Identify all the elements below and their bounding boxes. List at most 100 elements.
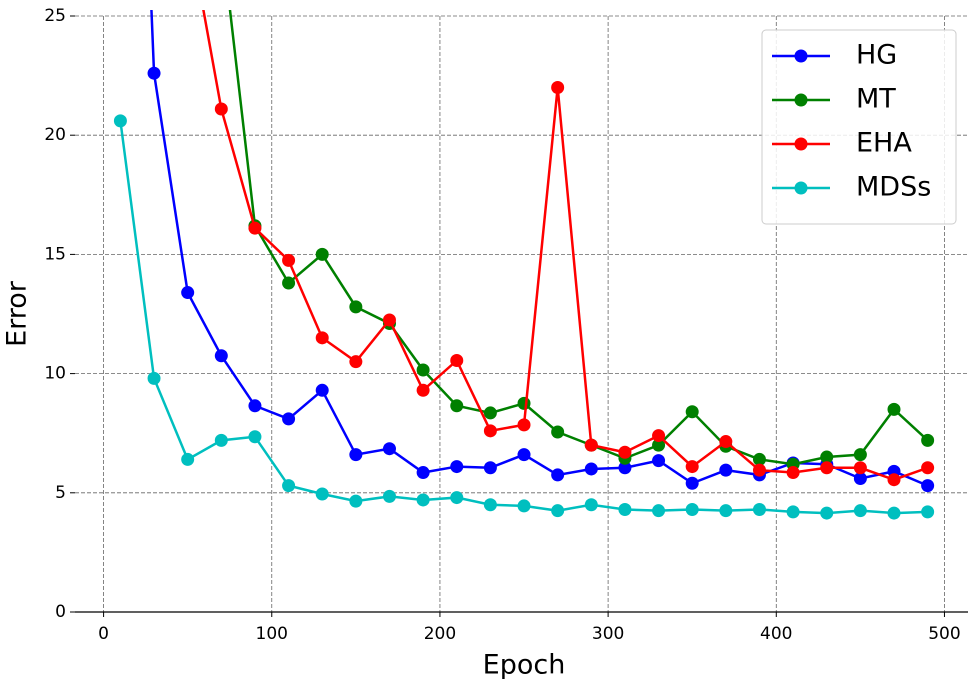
point [349, 494, 363, 508]
point [483, 406, 497, 420]
point [315, 487, 329, 501]
legend-marker [794, 181, 808, 195]
point [315, 383, 329, 397]
point [887, 473, 901, 487]
x-tick-label: 100 [256, 624, 288, 644]
point [584, 462, 598, 476]
point [517, 418, 531, 432]
point [282, 479, 296, 493]
point [652, 504, 666, 518]
point [551, 425, 565, 439]
point [248, 399, 262, 413]
legend-marker [794, 93, 808, 107]
point [921, 479, 935, 493]
legend-marker [794, 49, 808, 63]
x-tick-label: 0 [98, 624, 109, 644]
point [382, 442, 396, 456]
point [551, 504, 565, 518]
point [349, 300, 363, 314]
x-axis-label: Epoch [483, 650, 566, 681]
y-tick-label: 5 [55, 483, 66, 503]
point [416, 383, 430, 397]
point [786, 505, 800, 519]
point [248, 430, 262, 444]
point [752, 452, 766, 466]
point [349, 448, 363, 462]
point [517, 396, 531, 410]
point [483, 461, 497, 475]
point [382, 489, 396, 503]
point [551, 81, 565, 95]
y-axis-label: Error [2, 280, 33, 347]
point [214, 433, 228, 447]
point [584, 498, 598, 512]
point [113, 114, 127, 128]
point [584, 438, 598, 452]
point [652, 429, 666, 443]
x-tick-label: 400 [760, 624, 792, 644]
y-tick-label: 0 [55, 602, 66, 622]
point [416, 466, 430, 480]
point [282, 412, 296, 426]
point [618, 461, 632, 475]
point [282, 253, 296, 267]
point [282, 276, 296, 290]
point [315, 331, 329, 345]
point [820, 461, 834, 475]
point [685, 460, 699, 474]
point [382, 313, 396, 327]
legend-label: EHA [856, 128, 912, 159]
point [618, 445, 632, 459]
point [820, 450, 834, 464]
y-tick-label: 15 [44, 244, 66, 264]
point [483, 424, 497, 438]
point [248, 221, 262, 235]
point [450, 491, 464, 505]
point [214, 349, 228, 363]
point [719, 463, 733, 477]
point [685, 502, 699, 516]
point [853, 504, 867, 518]
point [685, 476, 699, 490]
legend-label: HG [856, 40, 897, 71]
point [450, 399, 464, 413]
point [719, 435, 733, 449]
point [752, 502, 766, 516]
point [450, 460, 464, 474]
point [517, 499, 531, 513]
point [652, 438, 666, 452]
x-tick-label: 200 [424, 624, 456, 644]
point [181, 452, 195, 466]
legend-marker [794, 137, 808, 151]
x-tick-label: 300 [592, 624, 624, 644]
legend: HG MT EHA MDSs [761, 29, 957, 225]
y-tick-label: 25 [44, 6, 66, 26]
point [820, 506, 834, 520]
point [618, 502, 632, 516]
point [786, 466, 800, 480]
axes: 0 5 10 15 20 25 0 100 200 300 400 500 [44, 6, 968, 644]
point [517, 448, 531, 462]
y-tick-label: 20 [44, 125, 66, 145]
x-tick-label: 500 [928, 624, 960, 644]
point [685, 405, 699, 419]
point [416, 363, 430, 377]
point [853, 471, 867, 485]
point [483, 498, 497, 512]
point [147, 371, 161, 385]
plot-area [113, 10, 935, 520]
point [887, 402, 901, 416]
legend-label: MDSs [856, 172, 931, 203]
point [551, 468, 565, 482]
point [349, 355, 363, 369]
point [752, 463, 766, 477]
point [315, 247, 329, 261]
point [147, 66, 161, 80]
point [181, 286, 195, 300]
legend-box [761, 29, 957, 225]
legend-label: MT [856, 84, 896, 115]
point [921, 505, 935, 519]
point [921, 461, 935, 475]
point [719, 504, 733, 518]
